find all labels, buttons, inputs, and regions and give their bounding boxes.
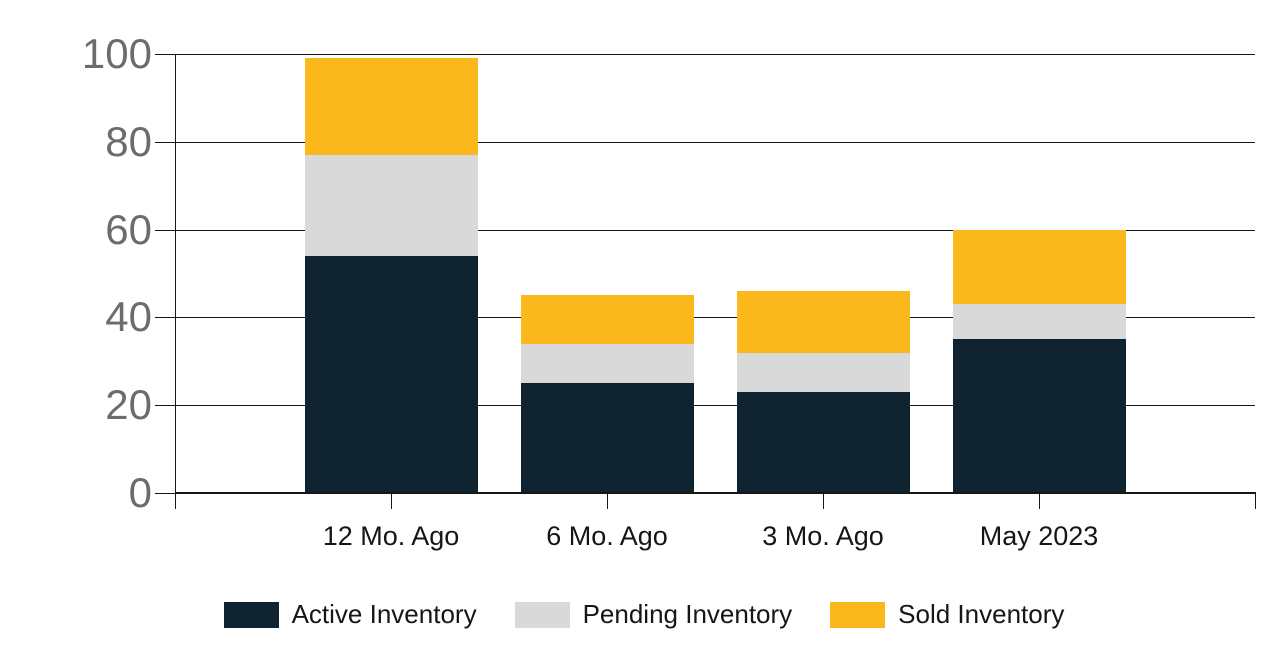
- chart-legend: Active Inventory Pending Inventory Sold …: [0, 599, 1261, 630]
- x-tick-label: 12 Mo. Ago: [322, 521, 460, 551]
- bar-segment-sold-inventory: [520, 295, 694, 344]
- legend-swatch-pending-inventory: [514, 601, 570, 628]
- x-tick-label: 6 Mo. Ago: [546, 521, 668, 551]
- y-tick-label: 20: [105, 381, 152, 429]
- y-tick-label: 0: [128, 469, 152, 516]
- x-tick-mark: [391, 493, 392, 509]
- bar-segment-pending-inventory: [520, 343, 694, 384]
- bar-segment-pending-inventory: [952, 304, 1126, 340]
- y-tick-mark: [155, 229, 175, 231]
- gridline: [175, 54, 1255, 55]
- bar-3-mo-ago: [736, 291, 910, 493]
- bar-segment-active-inventory: [736, 392, 910, 493]
- legend-label-active-inventory: Active Inventory: [291, 599, 477, 629]
- x-tick-label: 3 Mo. Ago: [762, 521, 884, 551]
- plot-area: [175, 54, 1255, 493]
- legend-swatch-active-inventory: [223, 601, 279, 628]
- bar-segment-active-inventory: [304, 255, 478, 493]
- x-tick-label: May 2023: [979, 521, 1099, 551]
- bar-may-2023: [952, 229, 1126, 493]
- bar-segment-sold-inventory: [736, 291, 910, 353]
- bar-segment-sold-inventory: [952, 229, 1126, 305]
- bar-segment-pending-inventory: [304, 154, 478, 256]
- legend-item-pending-inventory: Pending Inventory: [514, 599, 793, 630]
- legend-label-sold-inventory: Sold Inventory: [898, 599, 1065, 629]
- x-tick-mark: [607, 493, 608, 509]
- legend-swatch-sold-inventory: [830, 601, 886, 628]
- legend-item-sold-inventory: Sold Inventory: [830, 599, 1064, 630]
- x-tick-mark: [1255, 493, 1256, 509]
- y-tick-label: 60: [105, 205, 152, 253]
- gridline: [175, 229, 1255, 231]
- bar-segment-sold-inventory: [304, 58, 478, 155]
- gridline: [175, 317, 1255, 319]
- x-axis-line: [175, 492, 1256, 494]
- gridline: [175, 405, 1255, 407]
- y-tick-mark: [155, 141, 175, 143]
- x-tick-mark: [823, 493, 824, 509]
- y-axis-line: [175, 54, 176, 509]
- y-tick-mark: [155, 493, 175, 494]
- y-tick-label: 80: [105, 117, 152, 165]
- legend-label-pending-inventory: Pending Inventory: [582, 599, 793, 629]
- y-tick-mark: [155, 317, 175, 319]
- y-tick-label: 40: [105, 293, 152, 341]
- gridline: [175, 141, 1255, 143]
- bar-6-mo-ago: [520, 295, 694, 493]
- bar-segment-active-inventory: [952, 339, 1126, 493]
- x-tick-mark: [1039, 493, 1040, 509]
- y-tick-label: 100: [81, 30, 152, 77]
- y-tick-mark: [155, 405, 175, 407]
- bar-segment-pending-inventory: [736, 352, 910, 393]
- bar-segment-active-inventory: [520, 383, 694, 493]
- bar-12-mo-ago: [304, 58, 478, 493]
- y-tick-mark: [155, 54, 175, 55]
- legend-item-active-inventory: Active Inventory: [223, 599, 477, 630]
